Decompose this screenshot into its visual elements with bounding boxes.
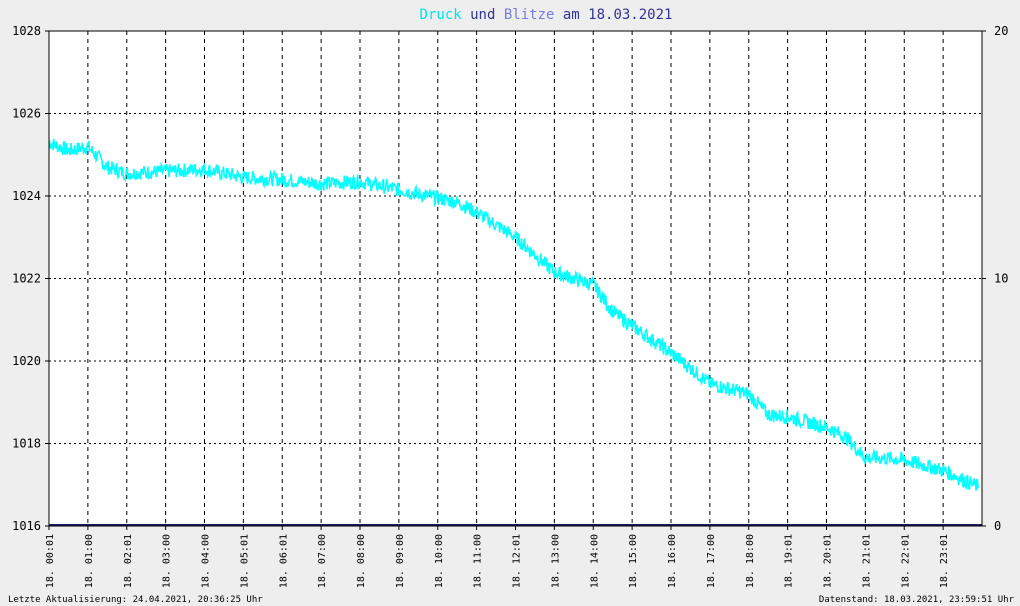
x-tick-label: 18. 21:01 xyxy=(861,534,872,588)
title-part: Blitze xyxy=(504,7,555,23)
x-tick-label: 18. 02:01 xyxy=(123,534,134,588)
left-tick-label: 1028 xyxy=(12,24,41,38)
left-tick-label: 1022 xyxy=(12,272,41,286)
x-tick-label: 18. 15:00 xyxy=(628,534,639,588)
x-tick-label: 18. 00:01 xyxy=(45,534,56,588)
x-tick-label: 18. 10:00 xyxy=(434,534,445,588)
left-tick-label: 1024 xyxy=(12,189,41,203)
x-tick-label: 18. 01:00 xyxy=(84,534,95,588)
left-tick-label: 1020 xyxy=(12,354,41,368)
title-part: am 18.03.2021 xyxy=(554,7,672,23)
left-tick-label: 1026 xyxy=(12,107,41,121)
x-tick-label: 18. 17:00 xyxy=(706,534,717,588)
series-layer xyxy=(48,138,982,526)
x-tick-label: 18. 13:00 xyxy=(550,534,561,588)
title-part: Druck xyxy=(420,7,463,23)
right-tick-label: 20 xyxy=(994,24,1008,38)
x-tick-label: 18. 22:01 xyxy=(900,534,911,588)
x-tick-label: 18. 08:00 xyxy=(356,534,367,588)
last-update-text: Letzte Aktualisierung: 24.04.2021, 20:36… xyxy=(8,595,263,605)
x-tick-label: 18. 07:00 xyxy=(317,534,328,588)
x-tick-label: 18. 11:00 xyxy=(473,534,484,588)
x-tick-label: 18. 09:00 xyxy=(395,534,406,588)
x-tick-label: 18. 03:00 xyxy=(162,534,173,588)
x-tick-label: 18. 20:01 xyxy=(823,534,834,588)
x-tick-label: 18. 04:00 xyxy=(201,534,212,588)
plot-frame xyxy=(48,30,983,527)
left-tick-label: 1016 xyxy=(12,519,41,533)
x-tick-label: 18. 14:00 xyxy=(589,534,600,588)
left-tick-label: 1018 xyxy=(12,437,41,451)
chart-title: Druck und Blitze am 18.03.2021 xyxy=(420,7,673,23)
data-status-text: Datenstand: 18.03.2021, 23:59:51 Uhr xyxy=(819,595,1015,605)
x-tick-label: 18. 18:00 xyxy=(745,534,756,588)
x-tick-label: 18. 16:00 xyxy=(667,534,678,588)
x-tick-label: 18. 23:01 xyxy=(939,534,950,588)
series-druck-line xyxy=(48,138,979,491)
grid xyxy=(49,31,982,526)
title-part: und xyxy=(462,7,504,23)
x-tick-label: 18. 19:01 xyxy=(784,534,795,588)
right-tick-label: 10 xyxy=(994,272,1008,286)
x-tick-label: 18. 05:01 xyxy=(239,534,250,588)
right-tick-label: 0 xyxy=(994,519,1001,533)
x-tick-label: 18. 06:01 xyxy=(278,534,289,588)
x-tick-label: 18. 12:01 xyxy=(512,534,523,588)
